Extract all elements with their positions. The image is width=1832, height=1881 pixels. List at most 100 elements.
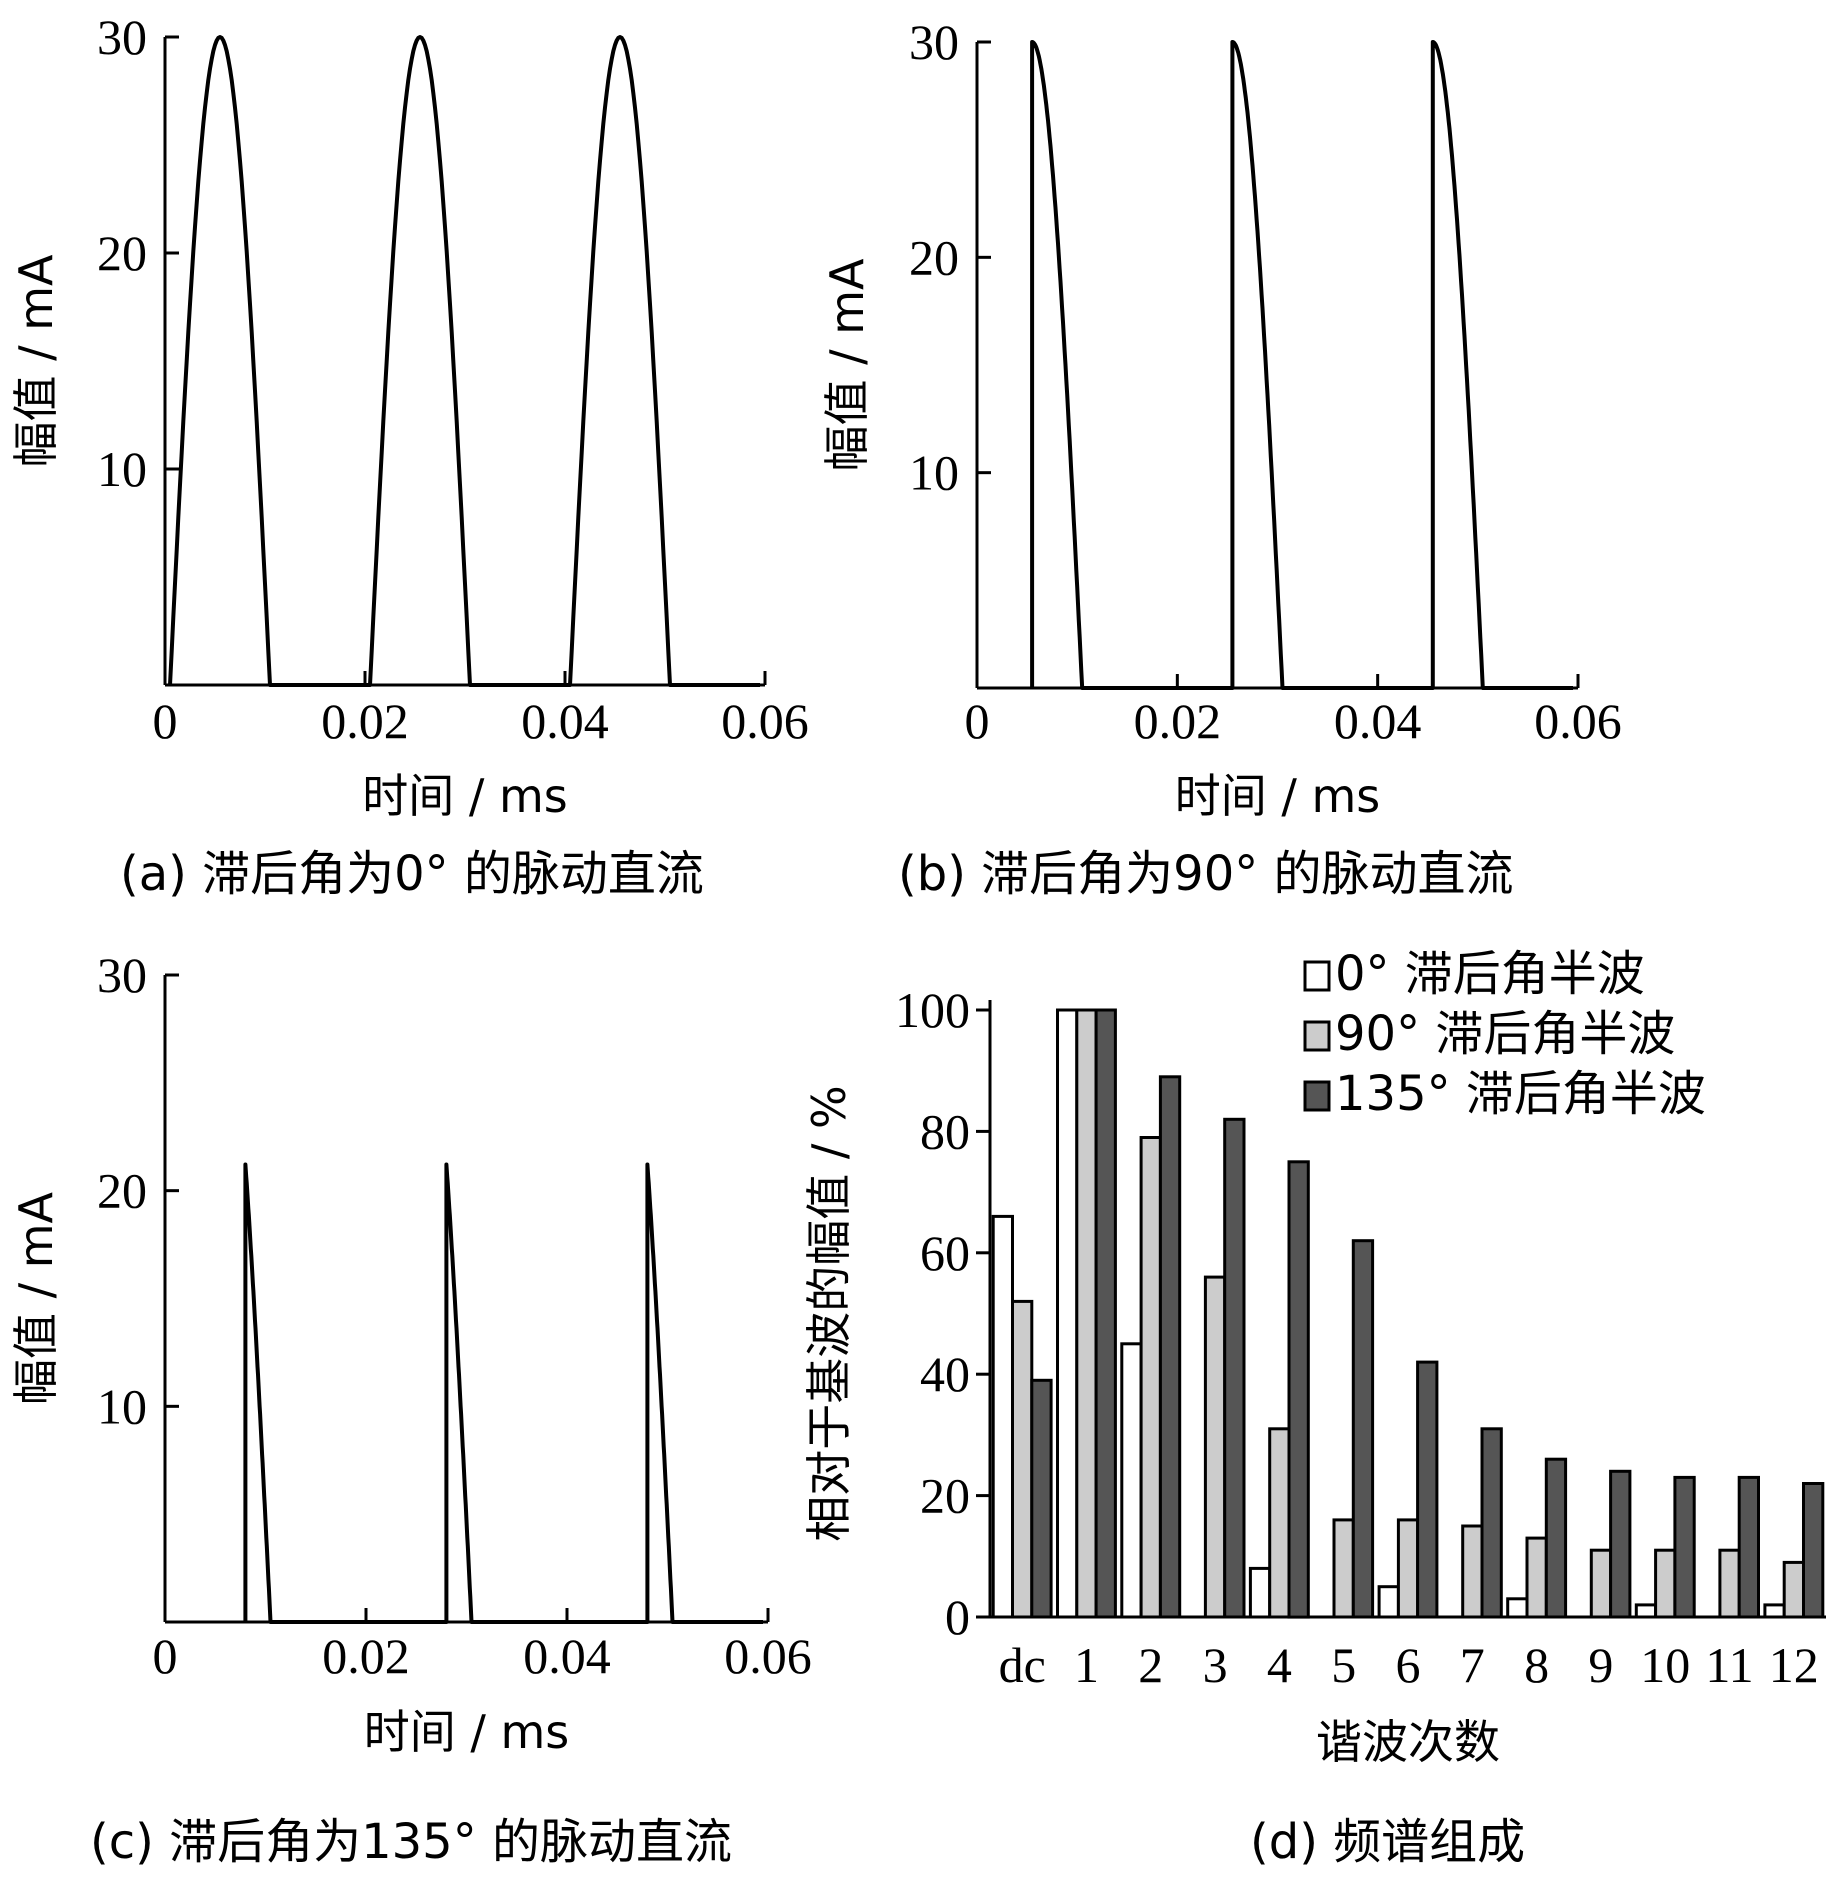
x-tick-label: 0.04 xyxy=(521,693,609,749)
y-tick-label: 0 xyxy=(945,1589,970,1645)
x-tick-label: 5 xyxy=(1331,1637,1356,1693)
bar-lag90 xyxy=(1396,1518,1420,1619)
bar-lag0 xyxy=(991,1214,1015,1619)
chart-c: 10 20 30 0 0.02 0.04 0.06 时间 / ms 幅值 / mA (c) 滞后角… xyxy=(9,947,812,1870)
x-axis-title: 时间 / ms xyxy=(364,1705,570,1759)
bar-lag135 xyxy=(1030,1378,1053,1619)
bar-lag135 xyxy=(1287,1160,1310,1619)
y-tick-label: 20 xyxy=(920,1468,970,1524)
chart-caption: (a) 滞后角为0° 的脉动直流 xyxy=(120,846,704,902)
x-tick-label: 0 xyxy=(965,693,990,749)
bar-lag135 xyxy=(1673,1475,1696,1619)
bar-lag0 xyxy=(1763,1603,1786,1619)
bar-lag135 xyxy=(1609,1469,1632,1619)
x-tick-label: 10 xyxy=(1640,1637,1690,1693)
x-tick-label: 0.02 xyxy=(321,693,409,749)
x-tick-label: 2 xyxy=(1138,1637,1163,1693)
x-tick-label: 7 xyxy=(1460,1637,1485,1693)
bar-lag135 xyxy=(1158,1075,1182,1619)
x-tick-label: 0.06 xyxy=(721,693,809,749)
x-tick-label: 0 xyxy=(153,693,178,749)
y-tick-label: 30 xyxy=(97,9,147,65)
bar-lag90 xyxy=(1139,1136,1162,1619)
x-tick-label: 9 xyxy=(1588,1637,1613,1693)
x-tick-label: 12 xyxy=(1769,1637,1819,1693)
chart-a: 10 20 30 0 0.02 0.04 0.06 时间 / ms 幅值 / mA (a) 滞后角… xyxy=(9,9,809,902)
bar-lag0 xyxy=(1506,1597,1529,1619)
bar-lag90 xyxy=(1718,1548,1741,1619)
bar-lag90 xyxy=(1075,1008,1098,1619)
bar-lag90 xyxy=(1525,1536,1548,1619)
x-tick-label: dc xyxy=(999,1637,1046,1693)
bar-lag0 xyxy=(1120,1342,1143,1619)
x-tick-label: 0.06 xyxy=(1534,693,1622,749)
y-tick-label: 20 xyxy=(97,225,147,281)
x-tick-label: 3 xyxy=(1203,1637,1228,1693)
bar-lag90 xyxy=(1589,1548,1613,1619)
chart-caption: (d) 频谱组成 xyxy=(1250,1814,1525,1870)
bar-lag90 xyxy=(1654,1548,1677,1619)
y-tick-label: 40 xyxy=(920,1346,970,1402)
bar-lag0 xyxy=(1634,1603,1658,1619)
x-tick-label: 4 xyxy=(1267,1637,1292,1693)
x-tick-label: 11 xyxy=(1705,1637,1753,1693)
y-axis-title: 幅值 / mA xyxy=(9,254,63,468)
x-tick-label: 0.04 xyxy=(1334,693,1422,749)
legend-swatch xyxy=(1303,1080,1331,1112)
bar-lag0 xyxy=(1377,1585,1400,1619)
bar-lag90 xyxy=(1782,1560,1805,1619)
bar-lag135 xyxy=(1480,1427,1503,1619)
bar-lag135 xyxy=(1737,1475,1760,1619)
bar-lag135 xyxy=(1351,1239,1375,1619)
bar-lag135 xyxy=(1223,1117,1246,1619)
y-tick-label: 10 xyxy=(97,1378,147,1434)
bar-lag135 xyxy=(1544,1457,1568,1619)
bar-lag135 xyxy=(1802,1482,1825,1619)
x-axis-title: 谐波次数 xyxy=(1316,1715,1500,1769)
x-tick-label: 0.02 xyxy=(1134,693,1222,749)
x-tick-label: 0.02 xyxy=(322,1628,410,1684)
y-tick-label: 80 xyxy=(920,1103,970,1159)
x-tick-label: 0 xyxy=(153,1628,178,1684)
y-axis-title: 幅值 / mA xyxy=(9,1191,63,1405)
y-tick-label: 30 xyxy=(97,947,147,1003)
x-axis-title: 时间 / ms xyxy=(1175,769,1381,823)
x-tick-label: 8 xyxy=(1524,1637,1549,1693)
x-tick-label: 0.04 xyxy=(523,1628,611,1684)
y-axis-title: 幅值 / mA xyxy=(820,258,874,472)
legend-label: 0° 滞后角半波 xyxy=(1335,946,1645,1002)
y-axis-title: 相对于基波的幅值 / % xyxy=(802,1085,856,1541)
bar-lag90 xyxy=(1203,1275,1227,1619)
bar-lag90 xyxy=(1011,1299,1034,1619)
y-tick-label: 60 xyxy=(920,1225,970,1281)
x-tick-label: 1 xyxy=(1074,1637,1099,1693)
series-line xyxy=(168,35,760,687)
bar-lag90 xyxy=(1268,1427,1291,1619)
bar-lag0 xyxy=(1056,1008,1079,1619)
series-line xyxy=(243,1162,763,1624)
legend-label: 135° 滞后角半波 xyxy=(1335,1066,1706,1122)
bar-lag135 xyxy=(1094,1008,1117,1619)
bar-lag135 xyxy=(1416,1360,1439,1619)
x-tick-label: 6 xyxy=(1396,1637,1421,1693)
y-tick-label: 100 xyxy=(895,982,970,1038)
legend-swatch xyxy=(1303,1020,1331,1052)
x-axis-title: 时间 / ms xyxy=(362,769,568,823)
y-tick-label: 10 xyxy=(909,445,959,501)
bar-lag90 xyxy=(1461,1524,1484,1619)
bar-lag0 xyxy=(1248,1566,1272,1619)
y-tick-label: 20 xyxy=(97,1163,147,1219)
legend-swatch xyxy=(1303,960,1331,992)
legend-label: 90° 滞后角半波 xyxy=(1335,1006,1675,1062)
y-tick-label: 30 xyxy=(909,14,959,70)
bar-lag90 xyxy=(1332,1518,1355,1619)
series-line xyxy=(1030,40,1573,690)
x-tick-label: 0.06 xyxy=(724,1628,812,1684)
chart-caption: (b) 滞后角为90° 的脉动直流 xyxy=(898,846,1514,902)
y-tick-label: 10 xyxy=(97,441,147,497)
chart-caption: (c) 滞后角为135° 的脉动直流 xyxy=(90,1814,732,1870)
y-tick-label: 20 xyxy=(909,229,959,285)
chart-b: 10 20 30 0 0.02 0.04 0.06 时间 / ms 幅值 / mA (b) 滞后角… xyxy=(820,14,1622,902)
